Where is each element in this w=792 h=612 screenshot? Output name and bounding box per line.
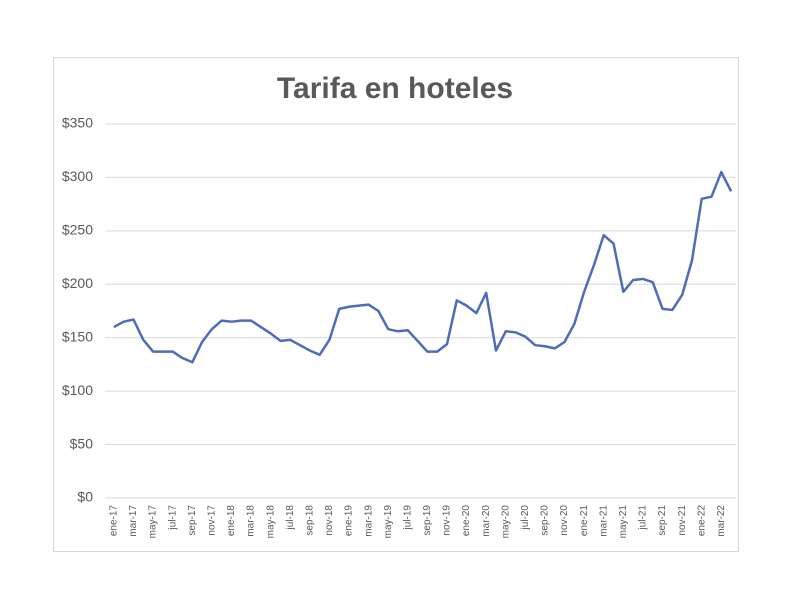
y-tick-label: $100 [62, 382, 93, 398]
x-tick-label: ene-22 [696, 505, 707, 537]
x-tick-label: nov-17 [207, 505, 218, 536]
x-tick-label: jul-18 [285, 505, 296, 531]
y-tick-label: $350 [62, 115, 93, 131]
x-tick-label: sep-21 [657, 505, 668, 536]
x-tick-label: ene-18 [226, 505, 237, 537]
x-tick-label: nov-19 [442, 505, 453, 536]
x-tick-label: sep-18 [304, 505, 315, 536]
x-tick-label: jul-17 [167, 505, 178, 531]
x-tick-label: mar-21 [598, 505, 609, 537]
x-tick-label: nov-18 [324, 505, 335, 536]
x-tick-label: ene-17 [109, 505, 120, 537]
x-tick-label: sep-17 [187, 505, 198, 536]
x-tick-label: nov-21 [677, 505, 688, 536]
x-tick-label: mar-22 [716, 505, 727, 537]
x-tick-label: mar-18 [246, 505, 257, 537]
x-tick-label: mar-19 [363, 505, 374, 537]
x-tick-label: jul-20 [520, 505, 531, 531]
x-tick-label: may-20 [500, 505, 511, 539]
x-tick-label: sep-19 [422, 505, 433, 536]
x-tick-label: ene-21 [579, 505, 590, 537]
chart-title: Tarifa en hoteles [277, 72, 513, 105]
x-tick-label: ene-20 [461, 505, 472, 537]
x-tick-label: mar-20 [481, 505, 492, 537]
x-tick-label: may-21 [618, 505, 629, 539]
y-tick-label: $200 [62, 275, 93, 291]
y-tick-label: $250 [62, 222, 93, 238]
y-tick-label: $0 [77, 489, 93, 505]
x-tick-label: jul-21 [638, 505, 649, 531]
x-tick-label: jul-19 [402, 505, 413, 531]
y-tick-label: $300 [62, 168, 93, 184]
y-tick-label: $50 [70, 435, 94, 451]
chart-border [53, 57, 739, 552]
x-tick-label: may-19 [383, 505, 394, 539]
x-tick-label: sep-20 [540, 505, 551, 536]
x-tick-label: mar-17 [128, 505, 139, 537]
y-tick-label: $150 [62, 328, 93, 344]
line-series [113, 170, 733, 364]
x-tick-label: nov-20 [559, 505, 570, 536]
x-tick-label: ene-19 [344, 505, 355, 537]
x-tick-label: may-17 [148, 505, 159, 539]
x-tick-label: may-18 [265, 505, 276, 539]
